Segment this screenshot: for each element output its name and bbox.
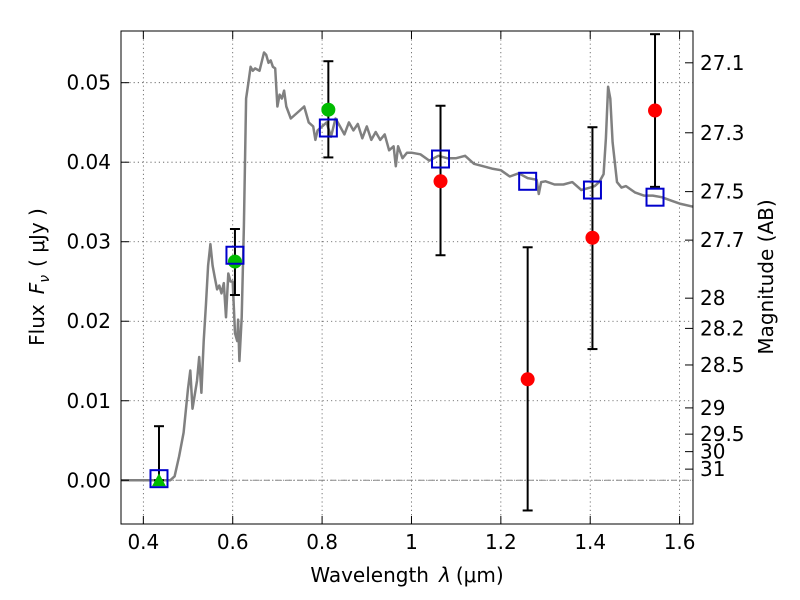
y-tick-label: 0.02: [66, 309, 111, 333]
x-tick-label: 1.4: [574, 530, 606, 554]
plot-frame: [120, 30, 694, 525]
tick-layer: 0.4 0.6 0.8 1 1.2 1.4 1.6 0.00 0.01 0.02 0.03 0.04 0…: [66, 31, 745, 554]
y-tick-label: 0.04: [66, 150, 111, 174]
photometry-point-upper-limit: [151, 473, 166, 487]
model-band-square: [431, 149, 451, 169]
mag-tick-label: 27.3: [700, 121, 745, 145]
x-tick-label: 1: [405, 530, 418, 554]
y-tick-label: 0.03: [66, 230, 111, 254]
x-tick-label: 1.6: [664, 530, 696, 554]
photometry-point: [321, 102, 336, 117]
model-band-square: [225, 245, 245, 265]
mag-tick-label: 29.5: [700, 422, 745, 446]
model-band-square: [318, 118, 338, 138]
mag-tick-label: 27.7: [700, 228, 745, 252]
model-band-square: [645, 187, 665, 207]
x-tick-label: 1.2: [485, 530, 517, 554]
x-tick-label: 0.6: [217, 530, 249, 554]
model-band-square: [149, 469, 169, 489]
photometry-point: [585, 230, 600, 245]
y-right-axis-title: Magnitude (AB): [754, 199, 778, 354]
y-tick-label: 0.01: [66, 389, 111, 413]
mag-tick-label: 31: [700, 457, 725, 481]
photometry-point: [227, 254, 242, 269]
photometry-point: [520, 372, 535, 387]
mag-tick-label: 28: [700, 286, 725, 310]
mag-tick-label: 27.1: [700, 51, 745, 75]
x-tick-label: 0.4: [127, 530, 159, 554]
mag-tick-label: 29: [700, 396, 725, 420]
y-axis-title: FluxFν( μJy ): [25, 208, 53, 346]
photometry-point: [433, 174, 448, 189]
photometry-point: [648, 103, 663, 118]
y-tick-label: 0.00: [66, 468, 111, 492]
mag-tick-label: 30: [700, 440, 725, 464]
mag-tick-label: 28.5: [700, 353, 745, 377]
x-axis-title: Wavelength λ (μm): [310, 563, 503, 587]
grid-layer: [121, 31, 693, 524]
plot-layer: [121, 33, 694, 512]
x-tick-label: 0.8: [306, 530, 338, 554]
mag-tick-label: 28.2: [700, 316, 745, 340]
mag-tick-label: 27.5: [700, 180, 745, 204]
model-band-square: [582, 180, 602, 200]
model-band-square: [518, 171, 538, 191]
y-tick-label: 0.05: [66, 71, 111, 95]
